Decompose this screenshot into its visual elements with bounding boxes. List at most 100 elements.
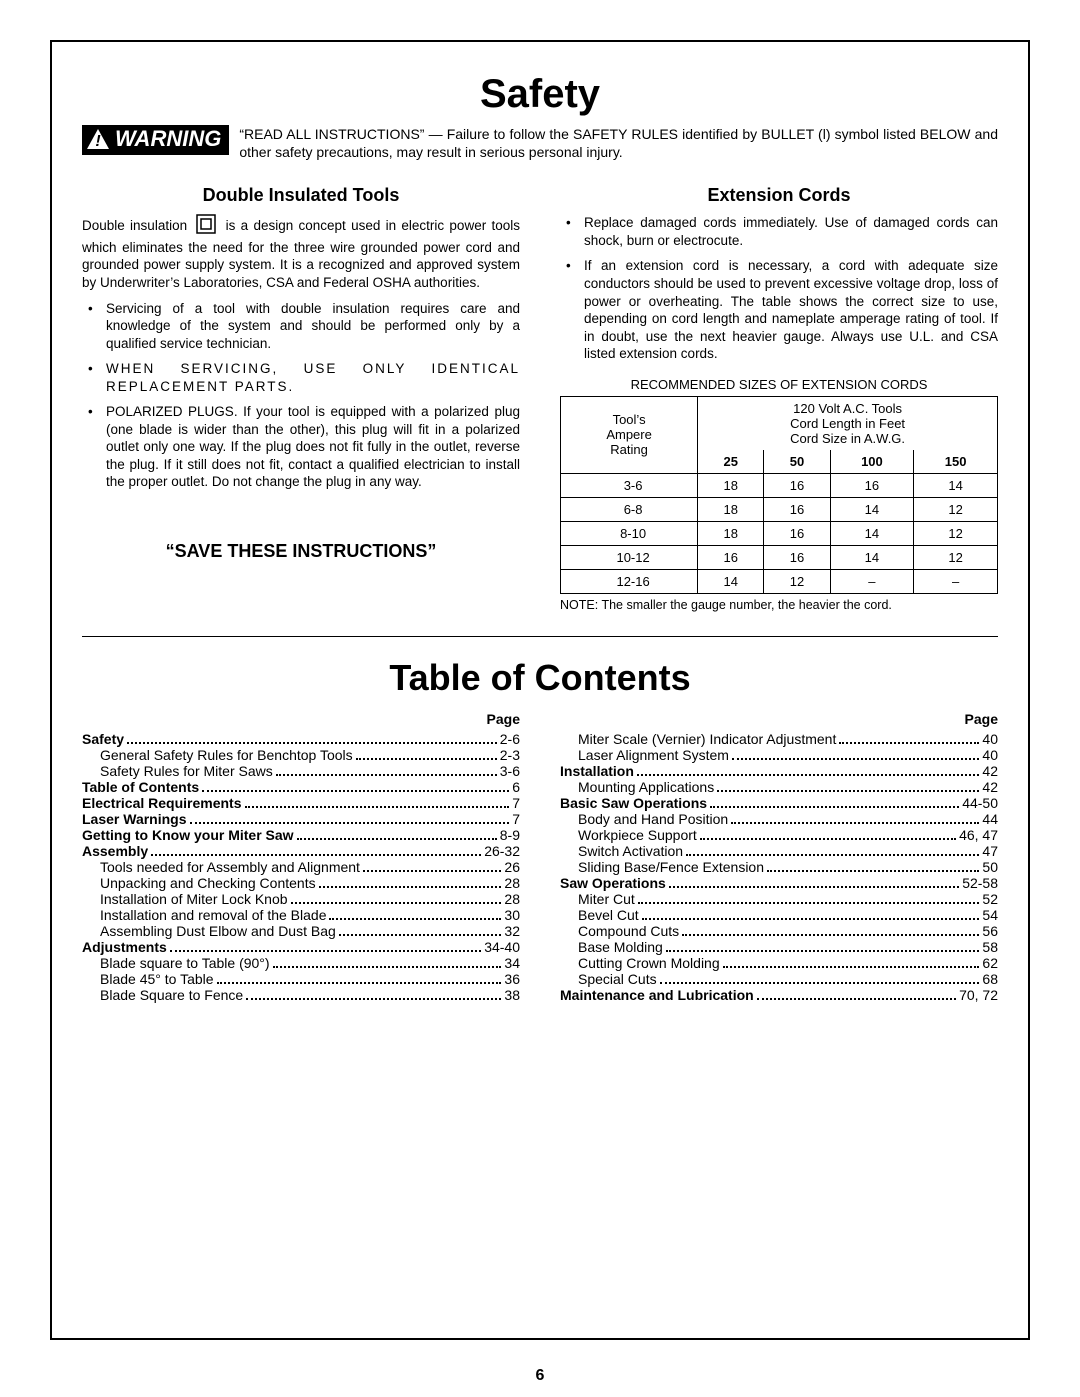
toc-label: Blade square to Table (90°) [82,955,270,971]
toc-label: Body and Hand Position [560,811,728,827]
toc-line: Compound Cuts56 [560,923,998,939]
toc-leader-dots [682,925,979,936]
cord-size-cell: 12 [914,497,998,521]
cord-row: 10-1216161412 [561,545,998,569]
toc-page: 46, 47 [959,827,998,843]
toc-label: Blade 45° to Table [82,971,214,987]
toc-line: Special Cuts68 [560,971,998,987]
toc-label: Getting to Know your Miter Saw [82,827,294,843]
toc-label: Installation [560,763,634,779]
extension-cords-heading: Extension Cords [560,185,998,206]
cord-size-cell: 12 [914,545,998,569]
left-column: Double Insulated Tools Double insulation… [82,185,520,611]
toc-page: 34-40 [484,939,520,955]
cord-note: NOTE: The smaller the gauge number, the … [560,598,998,612]
toc-line: Safety2-6 [82,731,520,747]
toc-label: Laser Warnings [82,811,187,827]
double-insulated-para: Double insulation is a design concept us… [82,214,520,291]
toc-page: 62 [982,955,998,971]
right-bullet: Replace damaged cords immediately. Use o… [560,214,998,249]
toc-right-col: Page Miter Scale (Vernier) Indicator Adj… [560,711,998,1003]
toc-label: Installation of Miter Lock Knob [82,891,288,907]
toc-label: Cutting Crown Molding [560,955,720,971]
cord-size-cell: 16 [830,473,914,497]
toc-page: 8-9 [500,827,520,843]
toc-label: Safety [82,731,124,747]
toc-line: General Safety Rules for Benchtop Tools2… [82,747,520,763]
toc-leader-dots [757,989,956,1000]
toc-line: Assembly26-32 [82,843,520,859]
toc-leader-dots [767,861,979,872]
toc-leader-dots [319,877,502,888]
cord-length-header: 100 [830,450,914,474]
toc-leader-dots [710,797,959,808]
toc-page: 2-3 [500,747,520,763]
left-bullet-list: Servicing of a tool with double insulati… [82,300,520,491]
toc-page: 40 [982,747,998,763]
toc-line: Workpiece Support46, 47 [560,827,998,843]
toc-line: Laser Warnings7 [82,811,520,827]
cord-size-cell: 16 [698,545,764,569]
cord-size-cell: 12 [914,521,998,545]
toc-label: Miter Scale (Vernier) Indicator Adjustme… [560,731,836,747]
toc-label: Bevel Cut [560,907,639,923]
toc-line: Maintenance and Lubrication70, 72 [560,987,998,1003]
toc-line: Blade square to Table (90°)34 [82,955,520,971]
toc-label: Compound Cuts [560,923,679,939]
toc-leader-dots [127,733,497,744]
toc-line: Installation of Miter Lock Knob 28 [82,891,520,907]
toc-page: 28 [504,891,520,907]
cord-head-right: 120 Volt A.C. Tools Cord Length in Feet … [698,396,998,450]
cord-size-cell: 12 [764,569,830,593]
toc-label: Laser Alignment System [560,747,729,763]
toc-line: Tools needed for Assembly and Alignment2… [82,859,520,875]
toc-columns: Page Safety2-6General Safety Rules for B… [82,711,998,1003]
cord-size-cell: 14 [830,521,914,545]
toc-leader-dots [273,957,502,968]
cord-amp-cell: 8-10 [561,521,698,545]
toc-leader-dots [291,893,502,904]
toc-leader-dots [686,845,979,856]
toc-label: Mounting Applications [560,779,714,795]
toc-line: Basic Saw Operations44-50 [560,795,998,811]
toc-label: Installation and removal of the Blade [82,907,326,923]
section-divider [82,636,998,637]
toc-leader-dots [170,941,481,952]
save-instructions: “SAVE THESE INSTRUCTIONS” [82,541,520,562]
toc-leader-dots [839,733,979,744]
toc-page: 3-6 [500,763,520,779]
toc-leader-dots [329,909,501,920]
toc-label: Tools needed for Assembly and Alignment [82,859,360,875]
toc-page: 36 [504,971,520,987]
toc-line: Getting to Know your Miter Saw 8-9 [82,827,520,843]
toc-leader-dots [217,973,502,984]
toc-line: Blade 45° to Table 36 [82,971,520,987]
safety-columns: Double Insulated Tools Double insulation… [82,185,998,611]
cord-size-cell: 18 [698,473,764,497]
toc-line: Installation42 [560,763,998,779]
toc-page: 40 [982,731,998,747]
toc-heading: Table of Contents [82,657,998,699]
toc-label: Electrical Requirements [82,795,242,811]
left-bullet: POLARIZED PLUGS. If your tool is equippe… [82,403,520,491]
toc-label: Base Molding [560,939,663,955]
cord-head-left: Tool’s Ampere Rating [561,396,698,473]
toc-label: Basic Saw Operations [560,795,707,811]
double-insulation-icon [196,214,216,239]
cord-size-cell: – [914,569,998,593]
toc-page: 68 [982,971,998,987]
svg-text:!: ! [95,133,101,150]
toc-page: 32 [504,923,520,939]
cord-row: 3-618161614 [561,473,998,497]
cord-row: 12-161412–– [561,569,998,593]
cord-row: 8-1018161412 [561,521,998,545]
right-bullet: If an extension cord is necessary, a cor… [560,257,998,362]
toc-label: Safety Rules for Miter Saws [82,763,273,779]
cord-length-header: 150 [914,450,998,474]
cord-size-cell: 16 [764,521,830,545]
left-bullet: Servicing of a tool with double insulati… [82,300,520,353]
cord-length-header: 50 [764,450,830,474]
cord-length-header: 25 [698,450,764,474]
double-insulated-heading: Double Insulated Tools [82,185,520,206]
toc-label: Switch Activation [560,843,683,859]
